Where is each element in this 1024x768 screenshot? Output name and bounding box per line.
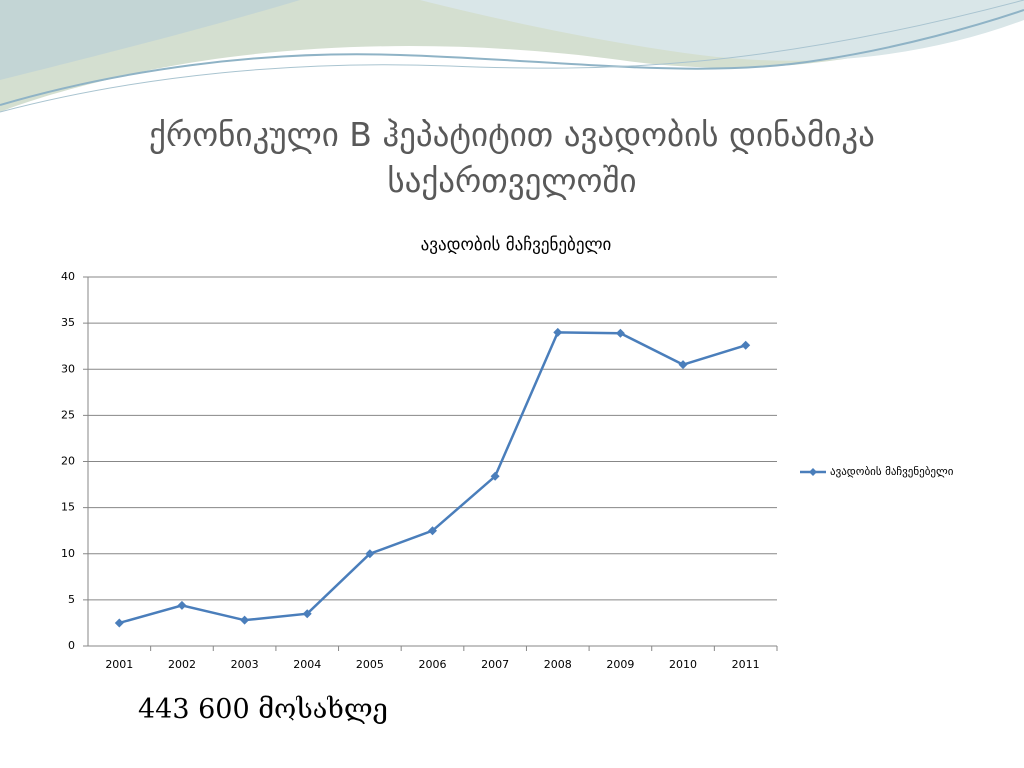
point — [302, 609, 312, 619]
x-tick-label: 2009 — [606, 658, 634, 671]
legend-marker — [809, 468, 817, 476]
point — [678, 360, 688, 370]
point — [553, 327, 563, 337]
point — [428, 526, 437, 536]
point — [741, 340, 751, 350]
point — [240, 615, 250, 625]
point — [114, 618, 124, 628]
decoration — [0, 0, 1024, 113]
legend-label: ავადობის მაჩვენებელი — [830, 465, 954, 478]
x-tick-label: 2007 — [481, 658, 509, 671]
note: 443 600 მოსახლე — [138, 694, 388, 725]
point — [365, 549, 375, 559]
x-tick-label: 2004 — [293, 658, 321, 671]
y-tick-label: 20 — [61, 455, 75, 468]
x-tick-label: 2008 — [544, 658, 572, 671]
x-tick-label: 2010 — [669, 658, 697, 671]
x-tick-label: 2005 — [356, 658, 384, 671]
y-tick-label: 25 — [61, 408, 75, 421]
y-tick-label: 35 — [61, 316, 75, 329]
y-tick-label: 40 — [61, 270, 75, 283]
x-tick-label: 2006 — [419, 658, 447, 671]
y-tick-label: 10 — [61, 547, 75, 560]
x-tick-label: 2011 — [732, 658, 760, 671]
series-line — [118, 331, 747, 625]
x-tick-label: 2002 — [168, 658, 196, 671]
y-tick-label: 5 — [68, 593, 75, 606]
point — [177, 600, 187, 610]
y-tick-label: 0 — [68, 639, 75, 652]
x-tick-label: 2003 — [231, 658, 259, 671]
chart-title: ავადობის მაჩვენებელი — [421, 235, 612, 255]
y-tick-label: 15 — [61, 501, 75, 514]
point — [615, 328, 625, 338]
slide-title: ქრონიკული B ჰეპატიტით ავადობის დინამიკა … — [149, 115, 875, 200]
y-tick-label: 30 — [61, 362, 75, 375]
x-tick-label: 2001 — [105, 658, 133, 671]
point — [490, 471, 500, 481]
